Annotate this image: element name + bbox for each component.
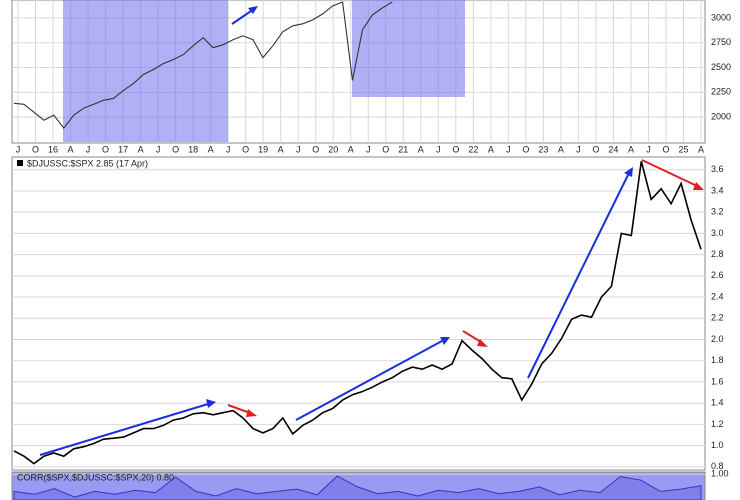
x-tick-label: A <box>68 144 74 154</box>
arrow <box>39 403 209 456</box>
highlight-box <box>63 0 228 142</box>
y-tick-label: 2000 <box>711 112 731 122</box>
series-line <box>13 160 702 465</box>
x-tick-label: O <box>172 144 179 154</box>
y-tick-label: 1.00 <box>711 469 729 479</box>
x-tick-label: 18 <box>188 144 198 154</box>
y-tick-label: 2250 <box>711 87 731 97</box>
y-tick-label: 3.0 <box>711 228 724 238</box>
arrowhead <box>693 182 704 190</box>
x-tick-label: A <box>698 144 704 154</box>
arrowhead <box>248 6 258 14</box>
x-tick-label: O <box>592 144 599 154</box>
panel-frame <box>11 471 706 500</box>
x-tick-label: J <box>296 144 301 154</box>
y-tick-label: 1.0 <box>711 440 724 450</box>
arrow <box>641 159 698 187</box>
x-tick-label: J <box>366 144 371 154</box>
arrow <box>462 330 482 343</box>
x-tick-label: A <box>278 144 284 154</box>
panel-frame <box>11 156 706 471</box>
x-tick-label: A <box>348 144 354 154</box>
y-tick-label: 2.6 <box>711 270 724 280</box>
x-tick-label: 25 <box>678 144 688 154</box>
arrowhead <box>477 339 488 347</box>
arrowhead <box>246 409 257 417</box>
arrow <box>295 340 443 421</box>
x-tick-label: O <box>452 144 459 154</box>
y-tick-label: 2.8 <box>711 249 724 259</box>
series-line <box>13 1 393 130</box>
arrow <box>527 174 629 379</box>
x-tick-label: 19 <box>258 144 268 154</box>
x-tick-label: A <box>418 144 424 154</box>
x-tick-label: J <box>226 144 231 154</box>
price-panel: 2000 2250 2500 2750 3000 J O 16 A J O 17 A J O 18 A J O 19 A… <box>11 0 731 470</box>
x-tick-label: J <box>86 144 91 154</box>
x-tick-label: A <box>138 144 144 154</box>
x-tick-label: A <box>558 144 564 154</box>
y-tick-label: 2750 <box>711 37 731 47</box>
y-tick-label: 2500 <box>711 62 731 72</box>
y-tick-label: 1.6 <box>711 376 724 386</box>
highlight-box <box>352 0 465 97</box>
series-area <box>13 475 702 500</box>
x-tick-label: J <box>16 144 21 154</box>
y-tick-label: 3000 <box>711 12 731 22</box>
arrow <box>231 8 255 25</box>
arrowhead <box>206 399 216 408</box>
x-tick-label: O <box>102 144 109 154</box>
x-tick-label: J <box>436 144 441 154</box>
x-tick-label: J <box>156 144 161 154</box>
y-tick-label: 1.4 <box>711 398 724 408</box>
y-tick-label: 1.2 <box>711 419 724 429</box>
x-tick-label: 22 <box>468 144 478 154</box>
x-tick-label: O <box>242 144 249 154</box>
x-tick-label: O <box>522 144 529 154</box>
x-tick-label: A <box>488 144 494 154</box>
arrowhead <box>440 337 450 345</box>
legend-swatch <box>17 160 23 166</box>
x-tick-label: O <box>662 144 669 154</box>
x-tick-label: 17 <box>118 144 128 154</box>
arrowhead <box>624 167 633 177</box>
y-tick-label: 2.4 <box>711 291 724 301</box>
x-tick-label: A <box>628 144 634 154</box>
panel-title: CORR($SPX,$DJUSSC:$SPX,20) 0.80 <box>17 472 174 482</box>
x-tick-label: 16 <box>48 144 58 154</box>
x-tick-label: 21 <box>398 144 408 154</box>
x-tick-label: J <box>646 144 651 154</box>
x-tick-label: 24 <box>608 144 618 154</box>
y-tick-label: 2.0 <box>711 334 724 344</box>
x-tick-label: 23 <box>538 144 548 154</box>
annotations <box>39 159 704 456</box>
x-tick-label: O <box>32 144 39 154</box>
y-tick-label: 3.6 <box>711 164 724 174</box>
x-tick-label: 20 <box>328 144 338 154</box>
y-tick-label: 0.8 <box>711 461 724 471</box>
corr-panel: 1.00 CORR($SPX,$DJUSSC:$SPX,20) 0.80 <box>11 469 729 500</box>
y-tick-label: 3.2 <box>711 207 724 217</box>
y-tick-label: 2.2 <box>711 313 724 323</box>
x-tick-label: J <box>506 144 511 154</box>
ratio-panel: 0.8 1.0 1.2 1.4 1.6 1.8 2.0 2.2 2.4 2.6 2.8 3.0 3.2 3… <box>11 156 724 471</box>
x-tick-label: J <box>576 144 581 154</box>
x-tick-label: O <box>312 144 319 154</box>
x-tick-label: O <box>382 144 389 154</box>
x-tick-label: A <box>208 144 214 154</box>
y-tick-label: 3.4 <box>711 185 724 195</box>
panel-title: $DJUSSC:$SPX 2.85 (17 Apr) <box>27 158 148 168</box>
arrow <box>227 404 251 414</box>
y-tick-label: 1.8 <box>711 355 724 365</box>
